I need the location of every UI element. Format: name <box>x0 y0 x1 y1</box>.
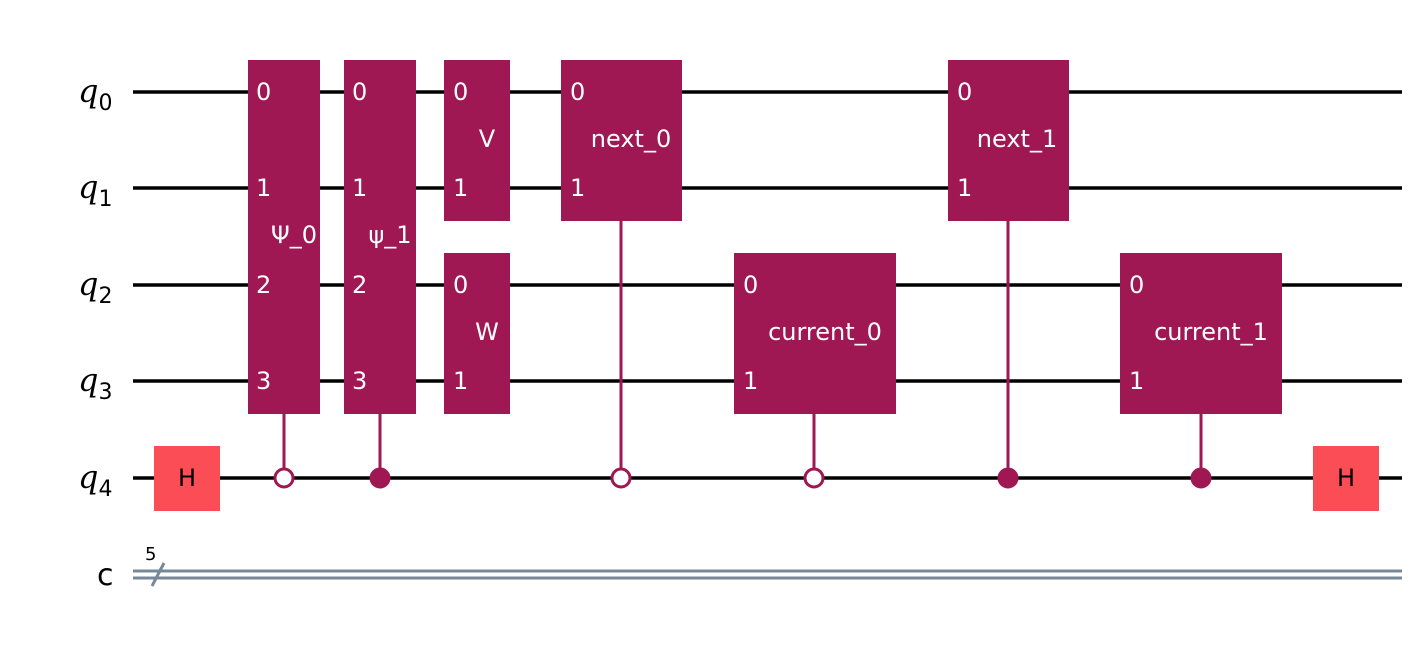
pin-label: 0 <box>453 78 468 106</box>
gate-box-v <box>444 60 510 221</box>
gate-label-psi-1: ψ_1 <box>368 221 411 249</box>
hadamard-gate-end: H <box>1313 446 1379 511</box>
gate-label-current-1: current_1 <box>1154 318 1268 346</box>
qubit-labels: q0 q1 q2 q3 q4 c <box>78 72 114 593</box>
pin-label: 0 <box>957 78 972 106</box>
pin-label: 1 <box>453 174 468 202</box>
gate-label-next-1: next_1 <box>977 125 1057 153</box>
pin-label: 0 <box>453 271 468 299</box>
gate-current-1: 0 1 current_1 <box>1120 253 1282 489</box>
gate-current-0: 0 1 current_0 <box>734 253 896 489</box>
pin-label: 1 <box>570 174 585 202</box>
hadamard-label: H <box>178 464 196 492</box>
open-control-dot <box>803 467 825 489</box>
pin-label: 0 <box>1129 271 1144 299</box>
filled-control-dot <box>369 467 391 489</box>
classical-register-label: c <box>97 558 114 593</box>
filled-control-dot <box>1190 467 1212 489</box>
gate-box-w <box>444 253 510 414</box>
filled-control-dot <box>997 467 1019 489</box>
gate-label-w: W <box>475 318 499 346</box>
open-control-dot <box>610 467 632 489</box>
gate-label-v: V <box>479 125 496 153</box>
gate-v: 0 1 V <box>444 60 510 221</box>
qubit-label-q1: q1 <box>78 168 112 212</box>
classical-wire: 5 <box>133 544 1402 587</box>
pin-label: 1 <box>352 174 367 202</box>
gate-box-next-1 <box>948 60 1069 221</box>
pin-label: 3 <box>256 367 271 395</box>
pin-label: 0 <box>352 78 367 106</box>
gate-box-psi-0 <box>248 60 320 414</box>
gate-next-1: 0 1 next_1 <box>948 60 1069 489</box>
qubit-label-q4: q4 <box>78 458 112 502</box>
gate-box-psi-1 <box>344 60 416 414</box>
pin-label: 1 <box>453 367 468 395</box>
classical-bit-count: 5 <box>145 544 156 565</box>
pin-label: 1 <box>1129 367 1144 395</box>
pin-label: 2 <box>352 271 367 299</box>
qubit-label-q0: q0 <box>78 72 112 116</box>
gate-box-current-0 <box>734 253 896 414</box>
pin-label: 0 <box>570 78 585 106</box>
gate-w: 0 1 W <box>444 253 510 414</box>
gate-box-next-0 <box>561 60 682 221</box>
open-control-dot <box>273 467 295 489</box>
pin-label: 2 <box>256 271 271 299</box>
gate-next-0: 0 1 next_0 <box>561 60 682 489</box>
gate-box-current-1 <box>1120 253 1282 414</box>
gate-label-psi-0: Ψ_0 <box>271 221 317 249</box>
pin-label: 1 <box>256 174 271 202</box>
hadamard-box <box>154 446 220 511</box>
hadamard-gate-start: H <box>154 446 220 511</box>
hadamard-label: H <box>1337 464 1355 492</box>
pin-label: 3 <box>352 367 367 395</box>
pin-label: 1 <box>957 174 972 202</box>
gate-label-current-0: current_0 <box>768 318 882 346</box>
gate-psi-1: 0 1 2 3 ψ_1 <box>344 60 416 489</box>
qubit-label-q3: q3 <box>78 361 112 405</box>
pin-label: 1 <box>743 367 758 395</box>
pin-label: 0 <box>743 271 758 299</box>
pin-label: 0 <box>256 78 271 106</box>
qubit-label-q2: q2 <box>78 265 112 309</box>
gate-psi-0: 0 1 2 3 Ψ_0 <box>248 60 320 489</box>
gate-label-next-0: next_0 <box>591 125 671 153</box>
bus-slash <box>150 562 166 587</box>
hadamard-box <box>1313 446 1379 511</box>
